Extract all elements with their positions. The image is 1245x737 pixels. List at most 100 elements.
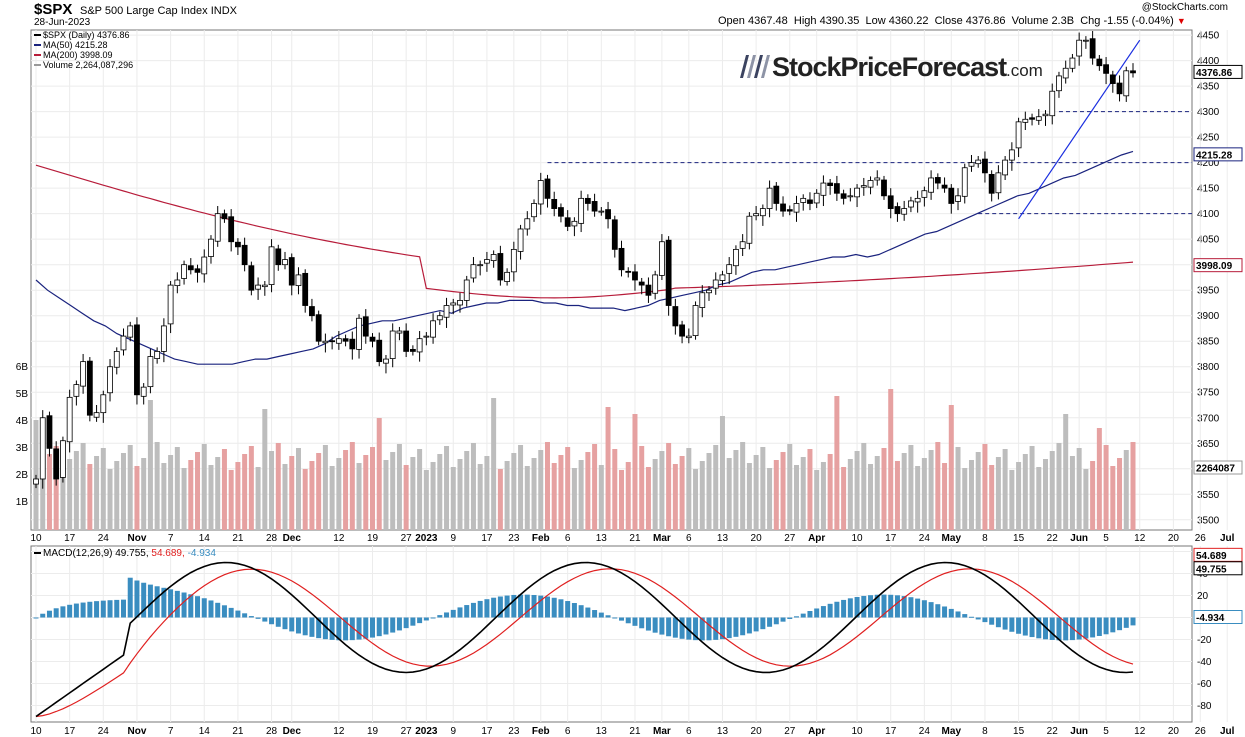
volume-bar bbox=[1069, 456, 1075, 530]
volume-bar bbox=[908, 445, 914, 530]
candle-body bbox=[228, 216, 235, 243]
macd-histogram-bar bbox=[464, 605, 470, 618]
price-tick-label: 4150 bbox=[1197, 184, 1220, 195]
x-tick-label-macd: Jun bbox=[1070, 726, 1088, 737]
volume-bar bbox=[1090, 461, 1096, 530]
candle-body bbox=[699, 292, 706, 308]
macd-histogram-bar bbox=[989, 617, 995, 625]
candle-body bbox=[860, 185, 867, 188]
macd-histogram-bar bbox=[625, 617, 631, 624]
x-tick-label: 7 bbox=[168, 533, 174, 544]
volume-bar bbox=[598, 465, 604, 530]
volume-bar bbox=[1130, 442, 1136, 530]
volume-bar bbox=[282, 464, 288, 530]
x-tick-label: 13 bbox=[596, 533, 608, 544]
x-tick-label-macd: 27 bbox=[784, 726, 796, 737]
candle-body bbox=[618, 247, 625, 271]
volume-bar bbox=[659, 451, 665, 530]
candle-body bbox=[726, 264, 733, 274]
candle-body bbox=[241, 244, 248, 266]
x-tick-label: 2023 bbox=[415, 533, 438, 544]
macd-histogram-bar bbox=[773, 617, 779, 625]
volume-bar bbox=[1096, 428, 1102, 530]
x-tick-label: 6 bbox=[686, 533, 692, 544]
macd-histogram-bar bbox=[612, 617, 618, 619]
macd-histogram-bar bbox=[1002, 617, 1008, 630]
macd-histogram-bar bbox=[450, 609, 456, 618]
candle-body bbox=[692, 305, 699, 337]
volume-bar bbox=[275, 443, 281, 530]
volume-tick-label: 2B bbox=[16, 470, 29, 481]
x-tick-label: Jul bbox=[1220, 533, 1235, 544]
price-tick-label: 4350 bbox=[1197, 82, 1220, 93]
volume-bar bbox=[928, 450, 934, 530]
volume-bar bbox=[1076, 448, 1082, 530]
candle-body bbox=[558, 207, 564, 217]
volume-bar bbox=[322, 445, 328, 530]
candle-body bbox=[1056, 75, 1062, 92]
volume-bar bbox=[901, 453, 907, 530]
candle-body bbox=[955, 195, 961, 202]
candle-body bbox=[672, 306, 679, 327]
candle-body bbox=[154, 351, 161, 359]
x-tick-label: 9 bbox=[450, 533, 456, 544]
candle-body bbox=[470, 264, 477, 279]
candle-body bbox=[342, 338, 349, 342]
candle-body bbox=[201, 256, 208, 275]
legend-label: Volume 2,264,087,296 bbox=[43, 60, 133, 70]
macd-histogram-bar bbox=[356, 617, 362, 640]
macd-line bbox=[35, 561, 1134, 718]
x-tick-label: 12 bbox=[1134, 533, 1146, 544]
candle-body bbox=[349, 338, 356, 350]
macd-histogram-bar bbox=[834, 601, 840, 618]
x-tick-label: 27 bbox=[784, 533, 796, 544]
volume-last-label-box bbox=[1193, 460, 1243, 475]
macd-tick-label: -40 bbox=[1197, 657, 1212, 668]
volume-bar bbox=[605, 407, 611, 530]
x-tick-label: Jun bbox=[1070, 533, 1088, 544]
macd-histogram-bar bbox=[1130, 617, 1136, 626]
candle-body bbox=[591, 201, 598, 212]
volume-bar bbox=[491, 398, 497, 530]
candle-body bbox=[1015, 121, 1022, 149]
macd-histogram-bar bbox=[403, 617, 409, 629]
candle-body bbox=[531, 203, 537, 218]
candle-body bbox=[288, 257, 295, 286]
candle-body bbox=[443, 305, 450, 318]
volume-bar bbox=[874, 456, 880, 530]
macd-histogram-bar bbox=[632, 617, 638, 626]
candle-body bbox=[356, 317, 362, 350]
volume-bar bbox=[396, 444, 402, 530]
candle-body bbox=[1109, 74, 1116, 84]
candle-body bbox=[46, 415, 53, 449]
x-tick-label: Nov bbox=[127, 533, 146, 544]
macd-histogram-bar bbox=[861, 595, 867, 618]
volume-bar bbox=[87, 464, 93, 530]
volume-bar bbox=[565, 447, 571, 530]
volume-bar bbox=[67, 459, 73, 530]
macd-histogram-bar bbox=[208, 600, 214, 618]
macd-histogram-bar bbox=[282, 617, 288, 630]
price-tick-label: 3700 bbox=[1197, 413, 1220, 424]
candle-body bbox=[517, 228, 524, 252]
price-tick-label: 3750 bbox=[1197, 388, 1220, 399]
volume-bar bbox=[295, 448, 301, 530]
x-tick-label-macd: 24 bbox=[919, 726, 931, 737]
macd-histogram-bar bbox=[854, 596, 860, 618]
macd-histogram-bar bbox=[585, 607, 591, 618]
candle-body bbox=[430, 320, 436, 338]
candle-body bbox=[551, 198, 558, 209]
candle-body bbox=[988, 173, 995, 194]
macd-histogram-bar bbox=[639, 617, 645, 629]
candle-body bbox=[510, 248, 517, 273]
macd-histogram-bar bbox=[820, 606, 826, 618]
volume-bar bbox=[995, 457, 1001, 530]
candle-body bbox=[322, 340, 329, 344]
x-tick-label-macd: 17 bbox=[885, 726, 897, 737]
candle-body bbox=[961, 167, 968, 197]
x-tick-label-macd: 22 bbox=[1047, 726, 1059, 737]
x-tick-label-macd: 26 bbox=[1195, 726, 1207, 737]
macd-histogram-bar bbox=[935, 604, 941, 618]
macd-histogram-bar bbox=[814, 608, 820, 618]
candle-body bbox=[1029, 117, 1035, 120]
